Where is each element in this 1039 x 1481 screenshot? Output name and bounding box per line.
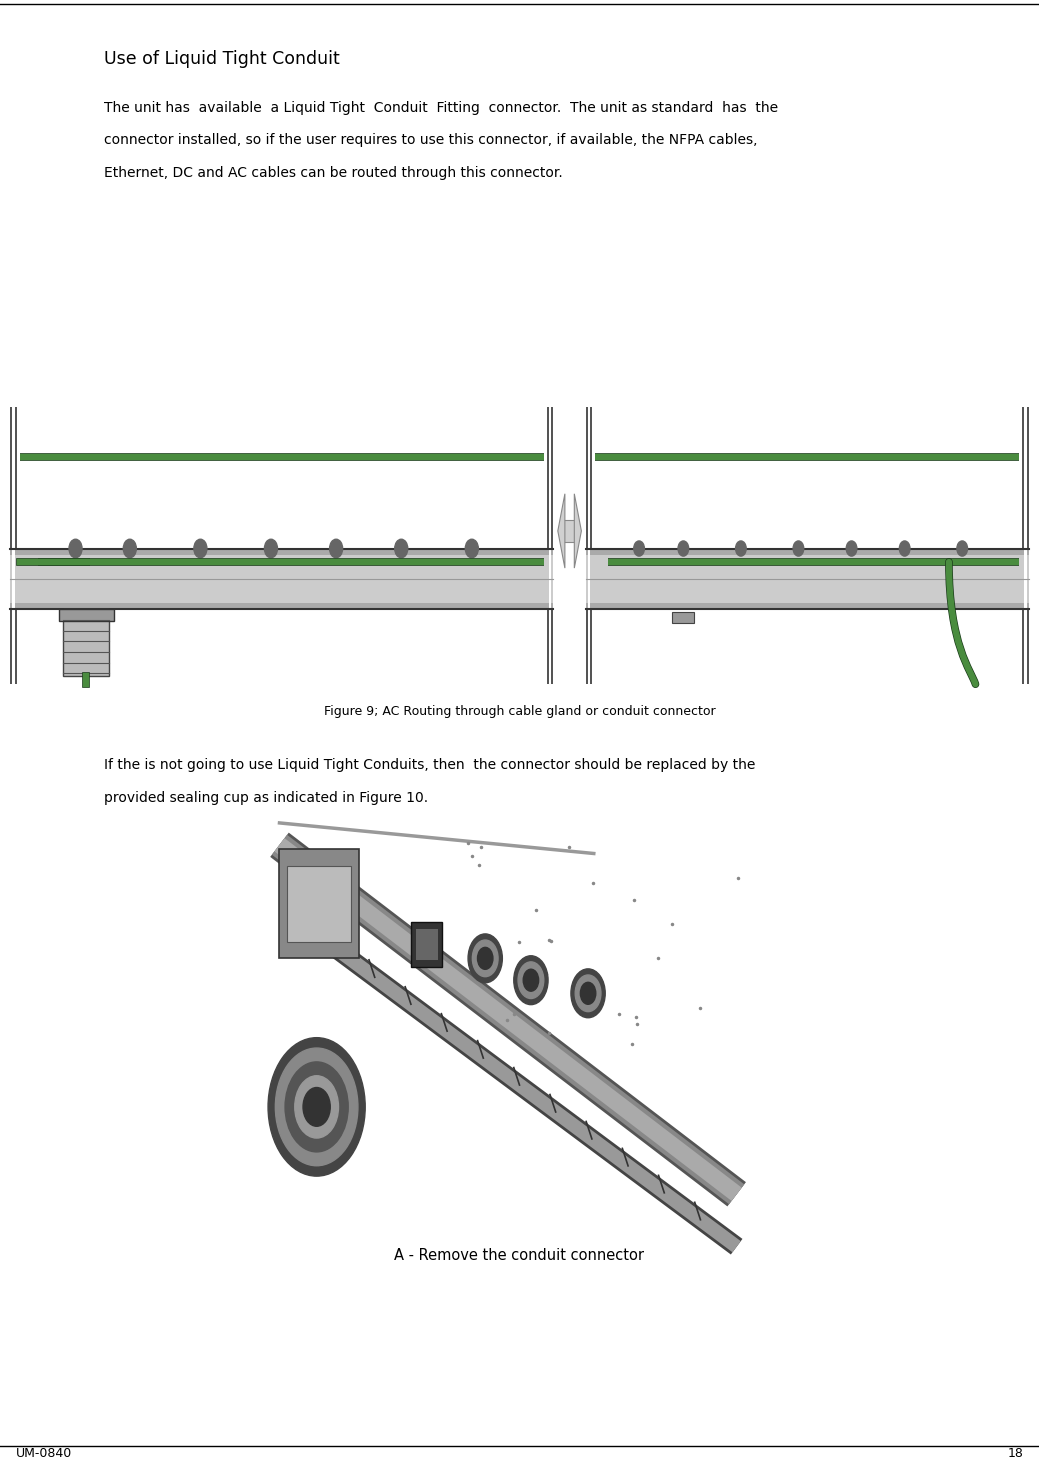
- Bar: [10, 548, 553, 610]
- Text: Use of Liquid Tight Conduit: Use of Liquid Tight Conduit: [104, 50, 340, 68]
- Text: Ethernet, DC and AC cables can be routed through this connector.: Ethernet, DC and AC cables can be routed…: [104, 166, 563, 179]
- Circle shape: [275, 1049, 357, 1166]
- Bar: [586, 554, 1029, 603]
- Bar: [411, 923, 443, 967]
- Bar: [10, 554, 553, 603]
- Circle shape: [395, 539, 407, 558]
- Circle shape: [194, 539, 207, 558]
- Circle shape: [957, 541, 967, 555]
- Bar: [59, 610, 114, 621]
- Circle shape: [473, 940, 498, 976]
- Bar: [1024, 407, 1027, 684]
- Bar: [547, 407, 553, 684]
- Circle shape: [295, 1075, 339, 1137]
- Text: provided sealing cup as indicated in Figure 10.: provided sealing cup as indicated in Fig…: [104, 791, 428, 804]
- Circle shape: [265, 539, 277, 558]
- Bar: [63, 610, 109, 675]
- Circle shape: [678, 541, 689, 555]
- Circle shape: [581, 982, 595, 1004]
- Polygon shape: [558, 493, 565, 569]
- Bar: [10, 407, 553, 684]
- Bar: [586, 548, 1029, 610]
- Bar: [279, 849, 359, 958]
- Circle shape: [576, 974, 601, 1012]
- Circle shape: [846, 541, 857, 555]
- Bar: [12, 407, 15, 684]
- Circle shape: [571, 969, 606, 1017]
- Circle shape: [329, 539, 343, 558]
- Circle shape: [468, 935, 503, 983]
- Bar: [549, 407, 552, 684]
- Text: The unit has  available  a Liquid Tight  Conduit  Fitting  connector.  The unit : The unit has available a Liquid Tight Co…: [104, 101, 778, 114]
- Circle shape: [465, 539, 478, 558]
- Text: A - Remove the conduit connector: A - Remove the conduit connector: [395, 1248, 644, 1263]
- Polygon shape: [575, 493, 582, 569]
- Bar: [586, 407, 592, 684]
- Circle shape: [285, 1062, 348, 1152]
- Bar: [10, 407, 17, 684]
- Circle shape: [793, 541, 804, 555]
- Circle shape: [124, 539, 136, 558]
- Text: If the is not going to use Liquid Tight Conduits, then  the connector should be : If the is not going to use Liquid Tight …: [104, 758, 755, 772]
- Bar: [234, 792, 805, 1229]
- Bar: [8, 403, 1031, 689]
- Bar: [1022, 407, 1029, 684]
- Bar: [288, 865, 351, 942]
- Text: UM-0840: UM-0840: [16, 1447, 72, 1460]
- Circle shape: [524, 969, 538, 991]
- Bar: [416, 929, 437, 960]
- Bar: [672, 612, 694, 624]
- Text: 18: 18: [1008, 1447, 1023, 1460]
- Bar: [563, 520, 576, 542]
- Circle shape: [518, 961, 543, 998]
- Circle shape: [303, 1087, 330, 1126]
- Text: Figure 9; AC Routing through cable gland or conduit connector: Figure 9; AC Routing through cable gland…: [324, 705, 715, 718]
- Circle shape: [69, 539, 82, 558]
- Text: connector installed, so if the user requires to use this connector, if available: connector installed, so if the user requ…: [104, 133, 757, 147]
- Circle shape: [634, 541, 644, 555]
- Circle shape: [268, 1038, 366, 1176]
- Bar: [588, 407, 590, 684]
- Circle shape: [478, 948, 492, 970]
- Circle shape: [513, 955, 549, 1004]
- Circle shape: [736, 541, 746, 555]
- Circle shape: [900, 541, 910, 555]
